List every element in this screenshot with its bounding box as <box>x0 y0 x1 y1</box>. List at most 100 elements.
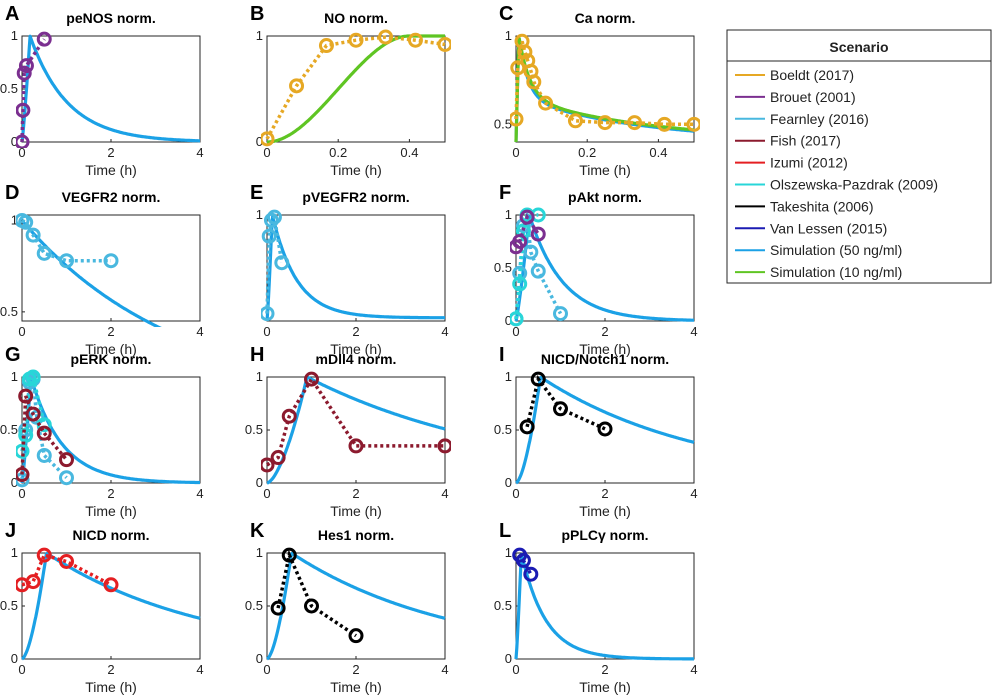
y-tick-label: 0 <box>256 475 263 490</box>
panel-title: Hes1 norm. <box>318 527 394 543</box>
panel-title: pERK norm. <box>71 351 152 367</box>
y-tick-label: 0.5 <box>494 422 512 437</box>
data-point-fish-2017 <box>18 388 34 404</box>
data-point-fish-2017 <box>270 450 286 466</box>
panel-title: pAkt norm. <box>568 189 642 205</box>
x-axis-label: Time (h) <box>330 503 382 519</box>
data-point-izumi-2012 <box>36 547 52 563</box>
data-point-olszewska-pazdrak-2009 <box>16 443 30 459</box>
x-tick-label: 0 <box>18 324 25 339</box>
panel-title: VEGFR2 norm. <box>62 189 161 205</box>
data-point-takeshita-2006 <box>519 419 535 435</box>
x-tick-label: 0 <box>263 486 270 501</box>
panel-i: I NICD/Notch1 norm. 0 2 4 0 0.5 1 Time (h) <box>494 344 698 519</box>
data-line-boeldt-2017 <box>514 40 694 127</box>
data-line-fish-2017 <box>266 375 445 467</box>
legend-entry-boeldt-2017: Boeldt (2017) <box>770 67 854 83</box>
plot-area <box>515 552 695 660</box>
panel-letter: E <box>250 182 263 204</box>
x-tick-label: 0.2 <box>329 145 347 160</box>
panel-c: C Ca norm. 0 0.2 0.4 0.5 1 Time (h) <box>494 3 700 178</box>
y-tick-label: 1 <box>505 28 512 43</box>
data-point-boeldt-2017 <box>378 29 394 45</box>
x-tick-label: 2 <box>107 324 114 339</box>
panel-j: J NICD norm. 0 2 4 0 0.5 1 Time (h) <box>0 520 204 695</box>
data-point-fearnley-2016 <box>530 263 546 279</box>
panel-title: NICD norm. <box>73 527 150 543</box>
x-tick-label: 0 <box>512 486 519 501</box>
panel-title: NICD/Notch1 norm. <box>541 351 669 367</box>
data-point-brouet-2001 <box>16 102 31 118</box>
y-tick-label: 1 <box>256 28 263 43</box>
data-point-boeldt-2017 <box>318 38 334 54</box>
data-point-olszewska-pazdrak-2009 <box>510 311 524 327</box>
x-tick-label: 0 <box>263 324 270 339</box>
data-point-fearnley-2016 <box>59 470 74 486</box>
x-tick-label: 2 <box>352 486 359 501</box>
x-tick-label: 2 <box>107 486 114 501</box>
data-point-takeshita-2006 <box>553 401 568 417</box>
y-tick-label: 0.5 <box>245 598 263 613</box>
x-axis-label: Time (h) <box>85 162 137 178</box>
x-tick-label: 4 <box>196 324 203 339</box>
plot-content <box>16 369 201 488</box>
data-point-izumi-2012 <box>103 577 119 593</box>
panel-letter: K <box>250 520 265 542</box>
x-tick-label: 0.4 <box>649 145 667 160</box>
data-point-fearnley-2016 <box>523 244 539 260</box>
x-tick-label: 0 <box>512 662 519 677</box>
y-tick-label: 0.5 <box>494 260 512 275</box>
x-tick-label: 2 <box>601 662 608 677</box>
y-tick-label: 0 <box>11 134 18 149</box>
data-point-brouet-2001 <box>512 234 528 249</box>
x-tick-label: 4 <box>441 324 448 339</box>
y-tick-label: 1 <box>11 369 18 384</box>
data-point-boeldt-2017 <box>517 44 533 60</box>
sim-curve-simulation-50-ng-ml <box>265 214 446 322</box>
panel-letter: H <box>250 344 264 366</box>
panel-title: pVEGFR2 norm. <box>302 189 409 205</box>
plot-content <box>261 209 446 322</box>
data-point-takeshita-2006 <box>348 628 364 644</box>
data-point-boeldt-2017 <box>526 74 542 90</box>
data-point-boeldt-2017 <box>348 32 364 48</box>
x-axis-label: Time (h) <box>85 679 137 695</box>
x-tick-label: 0.2 <box>578 145 596 160</box>
panel-letter: A <box>5 3 19 25</box>
data-line-brouet-2001 <box>514 213 540 248</box>
data-point-fearnley-2016 <box>36 245 52 261</box>
legend-entry-izumi-2012: Izumi (2012) <box>770 155 848 171</box>
y-tick-label: 0 <box>505 651 512 666</box>
data-point-fish-2017 <box>304 371 319 387</box>
y-tick-label: 0 <box>256 134 263 149</box>
data-point-boeldt-2017 <box>289 78 305 94</box>
data-point-takeshita-2006 <box>304 598 319 614</box>
plot-area <box>515 35 695 143</box>
legend-entry-olszewska-pazdrak-2009: Olszewska-Pazdrak (2009) <box>770 177 938 193</box>
sim-curve-simulation-50-ng-ml <box>20 34 201 143</box>
data-line-takeshita-2006 <box>525 375 606 431</box>
y-tick-label: 1 <box>505 207 512 222</box>
data-point-brouet-2001 <box>519 209 535 225</box>
y-tick-label: 1 <box>256 207 263 222</box>
data-point-brouet-2001 <box>530 226 546 242</box>
data-line-fish-2017 <box>20 395 68 475</box>
y-tick-label: 0 <box>505 475 512 490</box>
y-tick-label: 0 <box>11 651 18 666</box>
y-tick-label: 1 <box>256 545 263 560</box>
data-point-fearnley-2016 <box>274 255 290 271</box>
data-point-fish-2017 <box>25 406 41 422</box>
data-point-boeldt-2017 <box>538 95 554 111</box>
panel-letter: L <box>499 520 511 542</box>
data-point-fish-2017 <box>348 438 364 454</box>
plot-content <box>16 31 201 148</box>
panel-letter: C <box>499 3 513 25</box>
data-point-brouet-2001 <box>18 58 34 74</box>
data-point-fish-2017 <box>16 467 30 483</box>
y-tick-label: 1 <box>11 545 18 560</box>
data-point-brouet-2001 <box>16 134 30 148</box>
data-point-boeldt-2017 <box>510 111 524 127</box>
